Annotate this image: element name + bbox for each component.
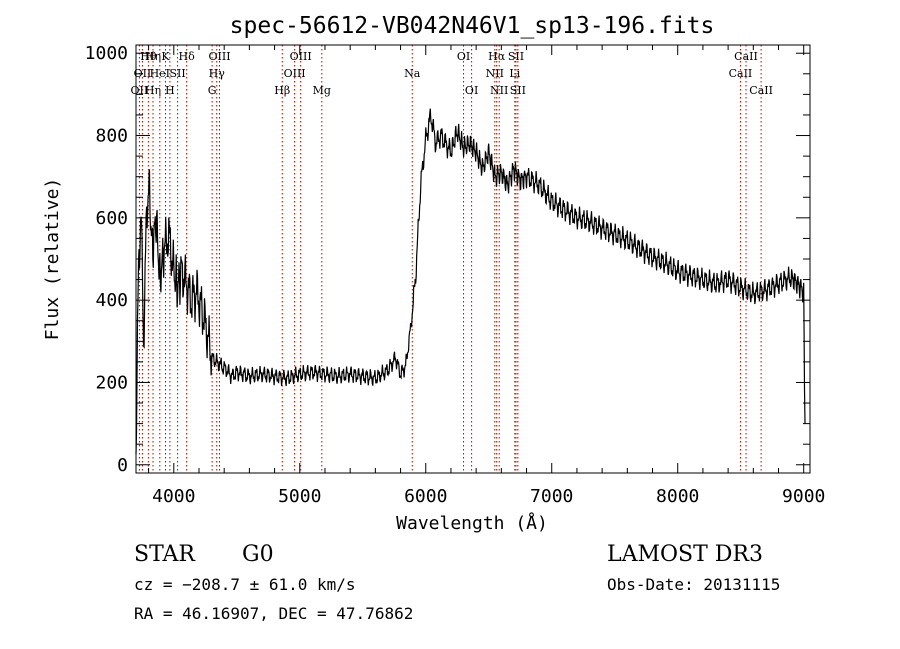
line-marker-label: K [161,50,170,63]
x-tick-label: 7000 [530,486,573,507]
y-axis-label: Flux (relative) [42,178,63,341]
line-marker-label: Mg [313,84,331,97]
line-marker-label: SII [508,50,524,63]
x-tick-label: 6000 [404,486,447,507]
x-axis: 4000 5000 6000 7000 8000 9000 [148,45,825,507]
plot-frame [135,44,811,474]
line-marker-label: SII [510,84,526,97]
line-marker-label: OII [131,84,149,97]
spectral-line-markers: OIIOIIHθHηHηHeIKHSIIHδGHγOIIIHβOIIIOIIIM… [131,45,773,473]
line-marker-label: CaII [734,50,758,63]
line-marker-label: Li [509,67,520,80]
x-tick-label: 4000 [152,486,195,507]
obs-date: Obs-Date: 20131115 [607,575,780,594]
y-tick-label: 800 [95,126,128,147]
line-marker-label: Hδ [179,50,196,63]
y-tick-label: 400 [95,290,128,311]
class-label: STAR [134,542,196,567]
survey-label: LAMOST DR3 [607,542,763,567]
x-tick-label: 9000 [782,486,825,507]
subclass-label: G0 [242,542,274,567]
y-tick-label: 0 [117,455,128,476]
line-marker-label: OIII [290,50,312,63]
line-marker-label: OIII [284,67,306,80]
line-marker-label: HeI [150,67,170,80]
line-marker-label: Hβ [274,84,290,97]
y-tick-label: 600 [95,208,128,229]
chart-title: spec-56612-VB042N46V1_sp13-196.fits [230,13,715,39]
spectrum-line [135,108,806,455]
line-marker-label: OI [457,50,470,63]
line-marker-label: CaII [749,84,773,97]
line-marker-label: NII [486,67,504,80]
line-marker-label: Hα [488,50,506,63]
cz-readout: cz = −208.7 ± 61.0 km/s [134,575,356,594]
y-axis: 0 200 400 600 800 1000 [85,43,810,476]
coordinates: RA = 46.16907, DEC = 47.76862 [134,604,413,623]
x-axis-label: Wavelength (Å) [396,512,548,534]
line-marker-label: Hη [145,84,161,97]
line-marker-label: OI [465,84,478,97]
line-marker-label: H [165,84,175,97]
line-marker-label: OIII [208,50,230,63]
line-marker-label: CaII [729,67,753,80]
x-tick-label: 8000 [656,486,699,507]
x-tick-label: 5000 [278,486,321,507]
line-marker-label: G [208,84,217,97]
line-marker-label: Hγ [209,67,226,80]
line-marker-label: SII [169,67,185,80]
y-tick-label: 1000 [85,43,128,64]
line-marker-label: NII [490,84,508,97]
y-tick-label: 200 [95,372,128,393]
line-marker-label: Na [404,67,421,80]
